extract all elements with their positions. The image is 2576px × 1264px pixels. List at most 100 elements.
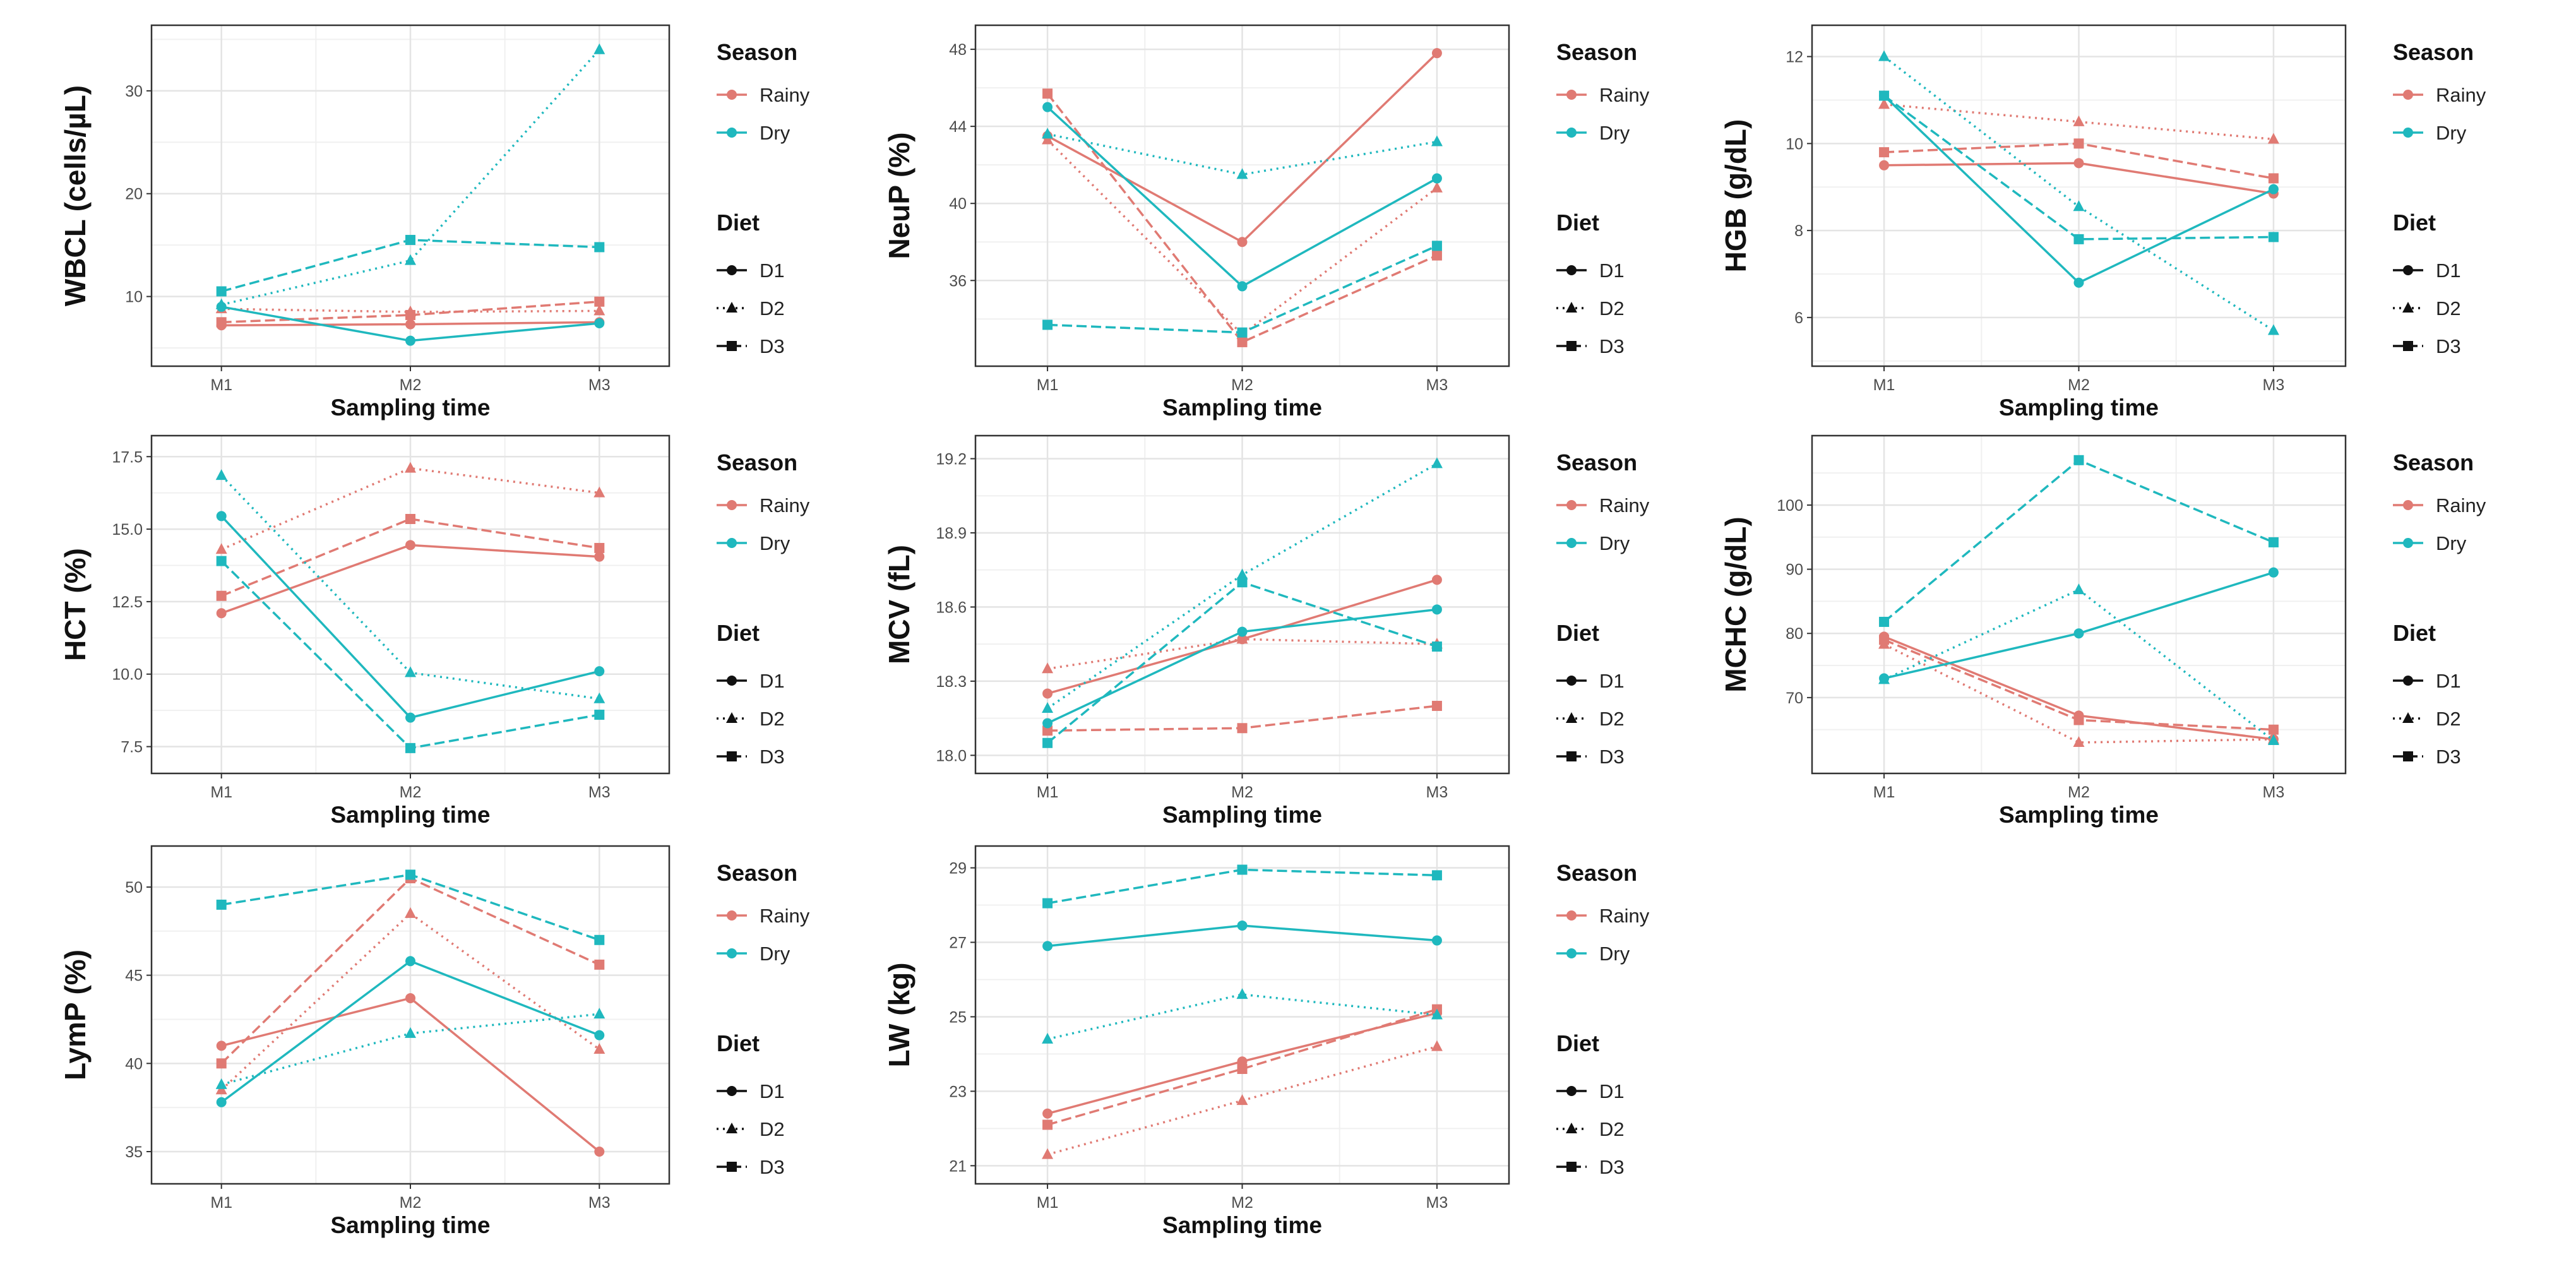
legend-key-marker [2402,302,2414,313]
data-point-dry-d2-m2 [405,254,416,265]
data-point-dry-d1-m1 [216,511,227,522]
legend-item-d2: D2 [1599,708,1625,730]
legend-diet-title: Diet [717,620,760,646]
legend-item-d3: D3 [760,335,785,357]
data-point-dry-d3-m2 [1237,327,1248,338]
data-point-rainy-d3-m3 [1431,701,1442,712]
x-axis-label: Sampling time [331,395,491,420]
legend-item-rainy: Rainy [1599,494,1650,516]
data-point-rainy-d1-m1 [1879,160,1890,170]
legend-key-marker [2403,751,2413,761]
y-axis-label: MCHC (g/dL) [1719,516,1752,692]
data-point-dry-d3-m1 [1042,898,1053,909]
chart-panel-1: 10 20 30 M1 M2 M3 Sampling time WBCL (cells/µL)… [59,24,810,420]
y-tick-label: 18.9 [936,525,967,542]
y-tick-label: 8 [1794,222,1803,240]
legend-item-d1: D1 [1599,259,1625,282]
legend-diet-title: Diet [2393,210,2436,236]
legend-key-marker [1566,265,1577,275]
x-tick-label: M1 [210,1194,232,1212]
data-point-dry-d3-m3 [1431,241,1442,251]
data-point-dry-d3-m2 [405,235,415,246]
legend-key-marker [727,341,737,351]
x-tick-label: M1 [1037,784,1059,801]
plot-border [150,845,671,1185]
legend-diet-title: Diet [1556,210,1599,236]
y-tick-label: 45 [125,967,143,985]
chart-panel-7: 35 40 45 50 M1 M2 M3 Sampling time LymP (%) Seaso… [59,845,810,1238]
data-point-dry-d1-m2 [1237,920,1248,931]
legend-item-rainy: Rainy [760,905,810,927]
data-point-dry-d3-m2 [405,742,415,753]
legend-key-marker [1566,751,1577,761]
data-point-dry-d3-m3 [1431,870,1442,881]
x-tick-label: M2 [1231,376,1253,394]
data-point-dry-d2-m2 [2073,200,2085,212]
y-tick-label: 20 [125,186,143,203]
x-tick-label: M1 [210,376,232,394]
legend-item-d3: D3 [760,746,785,768]
data-point-dry-d2-m3 [1431,135,1443,146]
data-point-rainy-d3-m1 [1042,725,1053,736]
legend-key-marker [1566,302,1577,313]
data-point-rainy-d1-m2 [405,540,415,551]
legend-key-point [727,90,737,100]
data-point-rainy-d1-m1 [1042,688,1053,699]
legend-item-d2: D2 [760,297,785,319]
legend-season-title: Season [1556,450,1637,475]
chart-panel-8: 21 23 25 27 29 M1 M2 M3 Sampling time LW (kg) Seas… [883,845,1650,1238]
legend-key-marker [726,712,737,723]
legend-item-dry: Dry [2436,532,2467,554]
legend-key-point [1566,128,1577,138]
legend-key-point [727,948,737,958]
legend-item-d1: D1 [760,259,785,282]
legend-item-d3: D3 [760,1156,785,1178]
data-point-rainy-d3-m2 [1237,723,1248,734]
data-point-dry-d3-m1 [1042,737,1053,748]
x-tick-label: M3 [2263,376,2285,394]
y-tick-label: 21 [949,1157,967,1175]
x-axis-label: Sampling time [1162,395,1322,420]
data-point-rainy-d2-m1 [1878,98,1890,109]
y-tick-label: 10 [1786,135,1803,153]
data-point-dry-d3-m1 [216,286,227,297]
y-tick-label: 25 [949,1008,967,1026]
data-point-rainy-d3-m1 [1879,635,1890,645]
legend-key-marker [727,676,737,686]
legend-item-d2: D2 [760,1118,785,1140]
data-point-rainy-d1-m3 [594,1146,605,1157]
y-tick-label: 17.5 [112,448,143,466]
data-point-rainy-d1-m1 [216,1040,227,1051]
data-point-dry-d2-m1 [1878,673,1890,684]
legend-item-d1: D1 [760,1080,785,1102]
legend-key-point [727,128,737,138]
y-tick-label: 27 [949,934,967,952]
legend-item-rainy: Rainy [760,494,810,516]
data-point-dry-d3-m3 [2268,537,2279,547]
y-tick-label: 15.0 [112,521,143,539]
legend-key-marker [1566,341,1577,351]
data-point-rainy-d2-m2 [1236,633,1248,644]
legend-diet-title: Diet [717,1030,760,1056]
y-axis-label: LymP (%) [59,950,92,1080]
legend-key-marker [2403,265,2413,275]
data-point-rainy-d3-m1 [216,317,227,328]
legend-item-rainy: Rainy [2436,84,2486,106]
data-point-dry-d3-m2 [1237,577,1248,588]
data-point-dry-d1-m2 [1237,626,1248,637]
y-tick-label: 36 [949,272,967,290]
legend-key-point [2403,128,2413,138]
x-axis-label: Sampling time [331,802,491,828]
x-tick-label: M1 [1873,784,1895,801]
data-point-rainy-d3-m2 [1237,1064,1248,1075]
data-point-dry-d2-m1 [1042,1032,1054,1044]
data-point-dry-d2-m2 [1236,168,1248,179]
data-point-rainy-d1-m3 [1431,575,1442,585]
y-tick-label: 19.2 [936,450,967,468]
legend-item-dry: Dry [1599,532,1630,554]
x-tick-label: M2 [1231,784,1253,801]
legend-key-marker [1566,1162,1577,1172]
